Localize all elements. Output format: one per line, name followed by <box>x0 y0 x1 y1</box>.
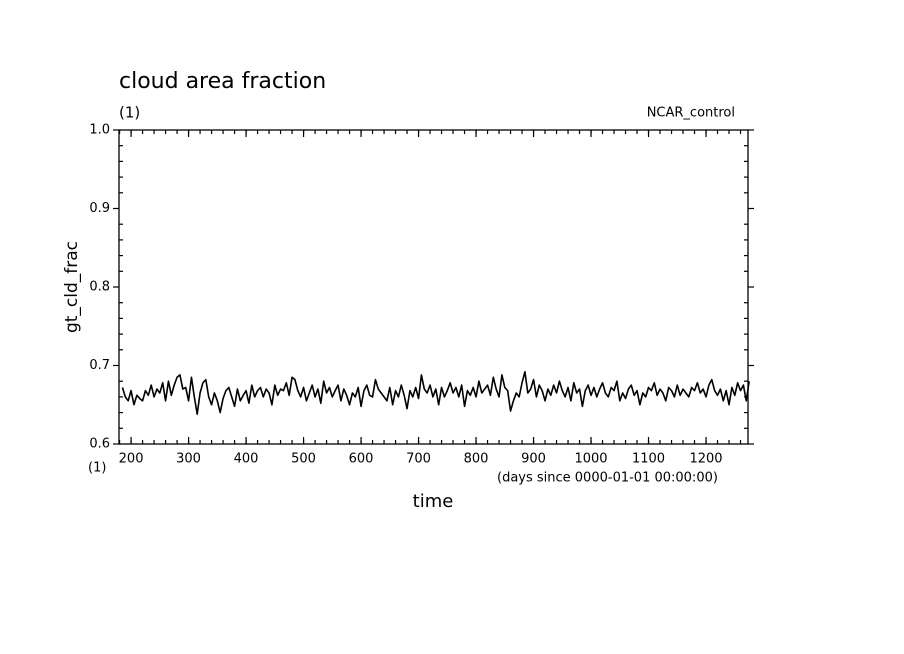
y-tick-label: 0.6 <box>89 437 110 452</box>
annotation: NCAR_control <box>647 106 735 121</box>
y-units: (1) <box>119 104 140 122</box>
x-tick-label: 600 <box>349 452 374 467</box>
x-tick-label: 1100 <box>632 452 665 467</box>
chart-title: cloud area fraction <box>119 69 326 94</box>
x-tick-label: 500 <box>291 452 316 467</box>
y-axis-label: gt_cld_frac <box>62 241 82 333</box>
y-tick-label: 0.7 <box>89 358 110 373</box>
x-tick-label: 400 <box>234 452 259 467</box>
x-tick-label: 900 <box>521 452 546 467</box>
y-tick-label: 0.9 <box>89 201 110 216</box>
y-tick-label: 1.0 <box>89 123 110 138</box>
x-tick-label: 200 <box>119 452 144 467</box>
x-tick-label: 1000 <box>574 452 607 467</box>
x-tick-label: 800 <box>464 452 489 467</box>
data-line <box>121 370 750 415</box>
x-tick-label: 700 <box>406 452 431 467</box>
x-units: (1) <box>88 461 106 476</box>
x-note: (days since 0000-01-01 00:00:00) <box>497 471 718 486</box>
x-axis-label: time <box>413 491 454 512</box>
y-tick-label: 0.8 <box>89 280 110 295</box>
x-tick-label: 300 <box>176 452 201 467</box>
x-tick-label: 1200 <box>689 452 722 467</box>
